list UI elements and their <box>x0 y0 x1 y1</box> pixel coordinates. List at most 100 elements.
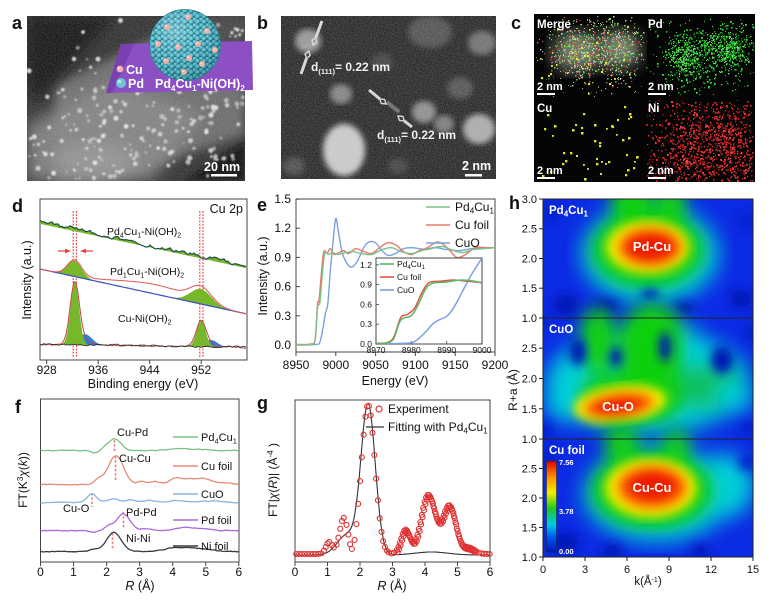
svg-text:1.0: 1.0 <box>522 552 537 564</box>
svg-text:1.0: 1.0 <box>522 313 537 325</box>
svg-text:20 nm: 20 nm <box>204 160 240 174</box>
svg-text:Pd: Pd <box>648 19 663 31</box>
svg-text:Cu-Ni(OH)2: Cu-Ni(OH)2 <box>118 313 172 327</box>
svg-text:CuO: CuO <box>201 489 224 501</box>
svg-text:2.5: 2.5 <box>522 464 537 476</box>
svg-text:0.9: 0.9 <box>274 250 291 264</box>
svg-text:a: a <box>12 13 23 33</box>
svg-text:6: 6 <box>624 564 630 576</box>
svg-text:Merge: Merge <box>537 19 571 31</box>
svg-text:1.5: 1.5 <box>274 192 291 206</box>
svg-text:R (Å): R (Å) <box>377 578 406 593</box>
svg-text:CuO: CuO <box>397 285 415 295</box>
svg-text:CuO: CuO <box>549 324 573 336</box>
svg-text:Experiment: Experiment <box>388 402 449 416</box>
svg-text:Pd1Cu1-Ni(OH)2: Pd1Cu1-Ni(OH)2 <box>110 266 184 280</box>
svg-text:9150: 9150 <box>442 358 469 372</box>
svg-text:FT(K3χ(k)): FT(K3χ(k)) <box>16 452 30 508</box>
svg-text:1.5: 1.5 <box>522 404 537 416</box>
svg-text:15: 15 <box>747 564 759 576</box>
svg-text:3: 3 <box>582 564 588 576</box>
svg-text:Cu foil: Cu foil <box>549 445 585 457</box>
svg-text:Cu: Cu <box>537 103 552 115</box>
svg-text:9: 9 <box>666 564 672 576</box>
svg-text:9100: 9100 <box>402 358 429 372</box>
svg-text:Cu-Cu: Cu-Cu <box>119 453 151 465</box>
svg-text:Cu foil: Cu foil <box>201 461 232 473</box>
svg-text:Pd-Pd: Pd-Pd <box>126 507 157 519</box>
svg-text:5: 5 <box>202 565 209 579</box>
svg-text:1.0: 1.0 <box>522 434 537 446</box>
svg-text:Pd foil: Pd foil <box>201 515 232 527</box>
svg-text:2 nm: 2 nm <box>537 81 563 93</box>
svg-text:2 nm: 2 nm <box>462 159 491 173</box>
svg-text:f: f <box>15 397 22 417</box>
svg-text:0: 0 <box>292 565 299 579</box>
svg-text:1: 1 <box>70 565 77 579</box>
svg-text:Energy (eV): Energy (eV) <box>362 374 429 388</box>
svg-text:0.9: 0.9 <box>360 280 372 290</box>
svg-text:9200: 9200 <box>482 358 509 372</box>
svg-text:3.78: 3.78 <box>559 507 574 516</box>
svg-text:Ni foil: Ni foil <box>201 541 229 553</box>
svg-text:Intensity (a.u.): Intensity (a.u.) <box>256 236 270 315</box>
svg-text:2.5: 2.5 <box>522 343 537 355</box>
svg-text:2 nm: 2 nm <box>648 81 674 93</box>
svg-text:0.6: 0.6 <box>360 299 372 309</box>
svg-text:Pd-Cu: Pd-Cu <box>633 239 671 254</box>
svg-text:3: 3 <box>136 565 143 579</box>
svg-text:2.5: 2.5 <box>522 224 537 236</box>
svg-text:1: 1 <box>324 565 331 579</box>
svg-text:Cu 2p: Cu 2p <box>210 202 243 216</box>
svg-text:Pd4Cu1: Pd4Cu1 <box>549 205 589 219</box>
svg-text:Cu-O: Cu-O <box>602 399 634 414</box>
svg-text:Pd4Cu1: Pd4Cu1 <box>455 200 494 216</box>
svg-text:g: g <box>257 393 268 413</box>
svg-text:Fitting with Pd4Cu1: Fitting with Pd4Cu1 <box>388 420 488 436</box>
svg-text:b: b <box>257 13 268 33</box>
svg-text:Pd4Cu1-Ni(OH)2: Pd4Cu1-Ni(OH)2 <box>155 77 245 93</box>
svg-text:Ni: Ni <box>648 103 660 115</box>
svg-text:0.6: 0.6 <box>274 280 291 294</box>
svg-text:2.0: 2.0 <box>522 374 537 386</box>
svg-text:6: 6 <box>487 565 494 579</box>
svg-text:2: 2 <box>103 565 110 579</box>
svg-text:5: 5 <box>454 565 461 579</box>
svg-text:12: 12 <box>705 564 717 576</box>
svg-text:k(Å-1): k(Å-1) <box>634 575 661 588</box>
svg-text:0.3: 0.3 <box>274 309 291 323</box>
svg-text:Pd4Cu1: Pd4Cu1 <box>397 259 426 271</box>
svg-text:d: d <box>12 196 23 216</box>
svg-text:Cu-Cu: Cu-Cu <box>633 480 672 495</box>
svg-text:928: 928 <box>37 363 57 377</box>
svg-text:d(111)= 0.22 nm: d(111)= 0.22 nm <box>311 60 390 76</box>
svg-text:Cu-O: Cu-O <box>63 503 90 515</box>
svg-text:2 nm: 2 nm <box>648 165 674 177</box>
svg-text:8990: 8990 <box>437 345 456 355</box>
svg-text:h: h <box>509 193 520 213</box>
svg-text:0: 0 <box>37 565 44 579</box>
svg-text:944: 944 <box>140 363 160 377</box>
svg-text:Ni-Ni: Ni-Ni <box>126 533 150 545</box>
svg-text:1.2: 1.2 <box>274 221 291 235</box>
svg-text:2 nm: 2 nm <box>537 165 563 177</box>
svg-text:8970: 8970 <box>367 345 386 355</box>
svg-text:c: c <box>511 13 521 33</box>
svg-text:936: 936 <box>88 363 108 377</box>
svg-text:9000: 9000 <box>322 358 349 372</box>
svg-text:0: 0 <box>540 564 546 576</box>
svg-text:Pd4Cu1-Ni(OH)2: Pd4Cu1-Ni(OH)2 <box>107 226 181 240</box>
svg-text:0.00: 0.00 <box>559 547 574 556</box>
svg-text:4: 4 <box>169 565 176 579</box>
svg-text:1.5: 1.5 <box>522 523 537 535</box>
svg-text:2.0: 2.0 <box>522 493 537 505</box>
svg-text:Pd: Pd <box>128 77 144 91</box>
svg-text:FT|χ(R)| (Å-4 ): FT|χ(R)| (Å-4 ) <box>265 443 280 517</box>
svg-text:Cu: Cu <box>126 63 143 77</box>
svg-text:1.2: 1.2 <box>360 260 372 270</box>
svg-text:e: e <box>257 195 267 215</box>
svg-text:3: 3 <box>389 565 396 579</box>
svg-text:R (Å): R (Å) <box>125 578 154 593</box>
svg-text:2: 2 <box>357 565 364 579</box>
svg-text:R+a (Å): R+a (Å) <box>505 369 520 411</box>
